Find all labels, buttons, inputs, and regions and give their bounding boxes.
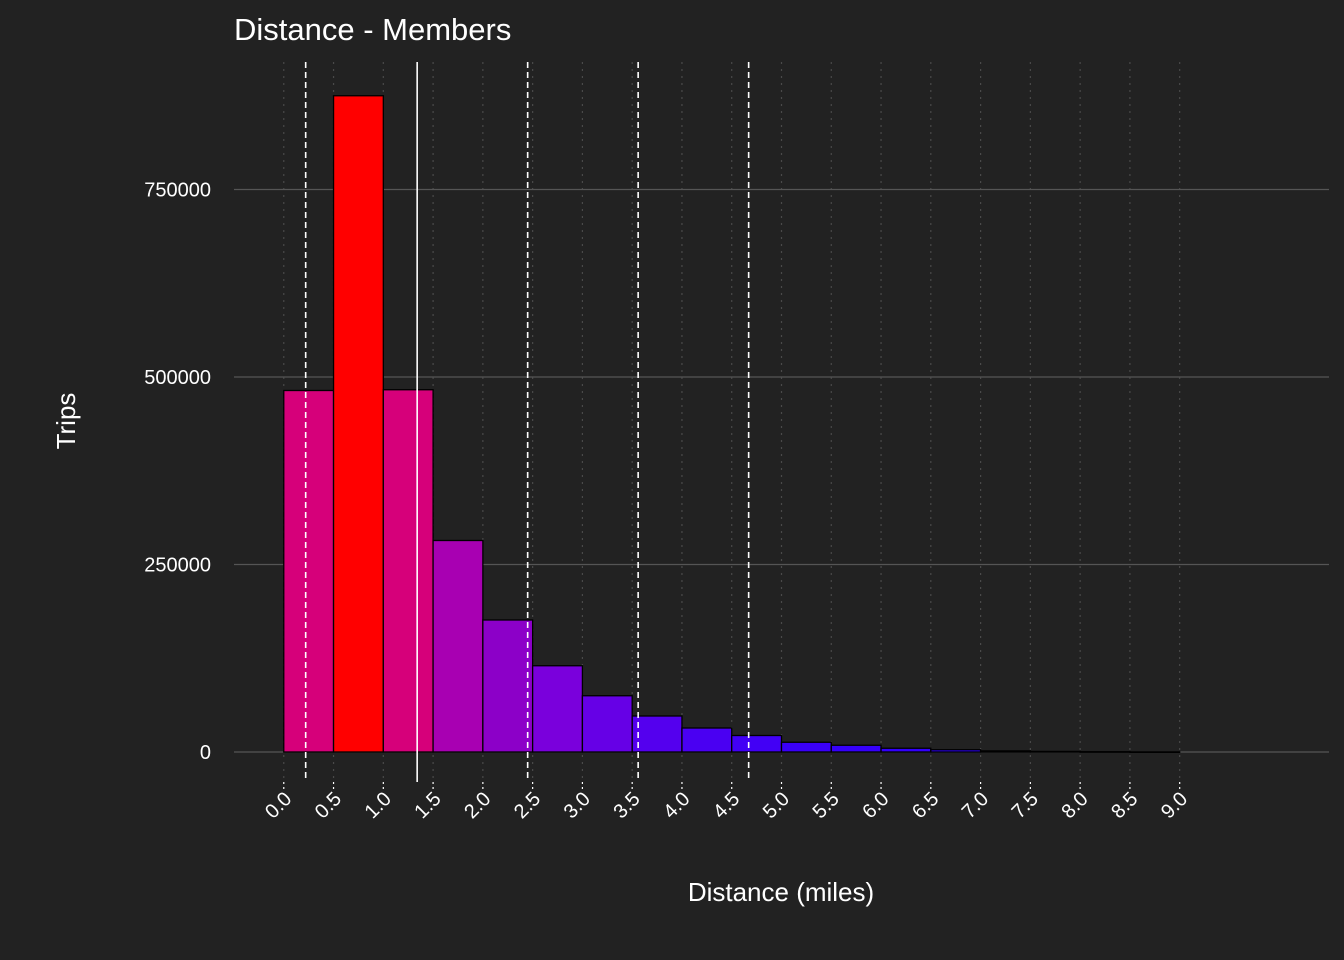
- x-tick-label: 0.5: [311, 788, 346, 823]
- x-tick-label: 4.0: [659, 788, 694, 823]
- histogram-bar: [731, 734, 783, 753]
- y-tick-label: 250000: [144, 555, 211, 577]
- x-tick-label: 3.5: [609, 788, 644, 823]
- y-tick-label: 500000: [144, 367, 211, 389]
- histogram-bar: [581, 695, 633, 753]
- x-tick-label: 9.0: [1157, 788, 1192, 823]
- x-tick-label: 2.0: [460, 788, 495, 823]
- chart-title: Distance - Members: [234, 12, 511, 47]
- x-tick-label: 8.0: [1057, 788, 1092, 823]
- y-axis-title: Trips: [51, 393, 81, 450]
- grid-layer: [234, 62, 1329, 782]
- histogram-bar: [631, 715, 683, 753]
- x-tick-label: 7.5: [1008, 788, 1043, 823]
- x-tick-label: 6.0: [858, 788, 893, 823]
- histogram-bar: [780, 741, 832, 753]
- x-tick-label: 6.5: [908, 788, 943, 823]
- x-tick-label: 3.0: [560, 788, 595, 823]
- reference-lines-layer: [304, 62, 750, 782]
- y-tick-label: 0: [200, 742, 211, 764]
- bars-layer: [283, 95, 1181, 753]
- histogram-bar: [681, 727, 733, 753]
- histogram-bar: [1029, 750, 1081, 753]
- histogram-bar: [283, 389, 335, 753]
- histogram-bar: [1079, 751, 1131, 753]
- histogram-bar: [531, 665, 584, 753]
- x-tick-label: 8.5: [1107, 788, 1142, 823]
- histogram-bar: [382, 389, 434, 753]
- histogram-bar: [830, 744, 882, 753]
- histogram-bar: [880, 747, 932, 753]
- x-axis-title: Distance (miles): [688, 877, 874, 907]
- histogram-bar: [979, 750, 1032, 753]
- x-tick-label: 7.0: [958, 788, 993, 823]
- x-tick-label: 1.0: [361, 788, 396, 823]
- histogram-bar: [332, 95, 384, 753]
- x-tick-label: 0.0: [261, 788, 296, 823]
- x-tick-label: 5.5: [809, 788, 844, 823]
- histogram-bar: [432, 539, 484, 753]
- x-tick-label: 1.5: [410, 788, 445, 823]
- x-tick-label: 4.5: [709, 788, 744, 823]
- y-tick-label: 750000: [144, 180, 211, 202]
- histogram-bar: [930, 749, 982, 753]
- histogram-bar: [1129, 751, 1181, 753]
- x-tick-label: 5.0: [759, 788, 794, 823]
- x-tick-label: 2.5: [510, 788, 545, 823]
- histogram-bar: [482, 619, 534, 753]
